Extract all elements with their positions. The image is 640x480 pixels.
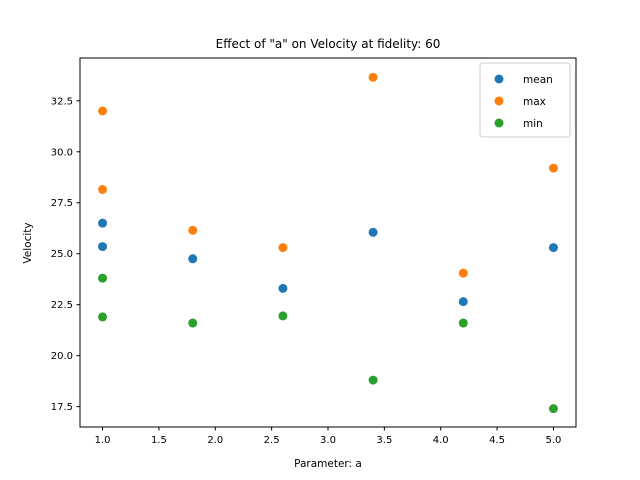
point-mean [98, 242, 108, 252]
point-min [458, 318, 468, 328]
y-tick-label: 25.0 [51, 249, 73, 260]
x-tick-label: 1.0 [95, 435, 111, 446]
y-tick-label: 30.0 [51, 147, 73, 158]
y-tick-label: 17.5 [51, 402, 73, 413]
x-tick-label: 2.0 [207, 435, 223, 446]
chart-title: Effect of "a" on Velocity at fidelity: 6… [216, 37, 441, 51]
point-min [368, 375, 378, 385]
legend-label-min: min [523, 118, 543, 130]
legend-marker-mean [494, 74, 504, 84]
point-min [98, 273, 108, 283]
legend-marker-max [494, 96, 504, 106]
plot-frame [79, 57, 577, 428]
y-tick-label: 22.5 [51, 300, 73, 311]
point-min [188, 318, 198, 328]
x-tick-label: 3.0 [320, 435, 336, 446]
y-tick-label: 20.0 [51, 351, 73, 362]
point-max [278, 243, 288, 253]
x-tick-label: 4.5 [489, 435, 505, 446]
point-mean [458, 297, 468, 307]
point-mean [278, 283, 288, 293]
point-min [278, 311, 288, 321]
point-max [548, 163, 558, 173]
point-max [188, 225, 198, 235]
point-max [368, 72, 378, 82]
point-mean [98, 218, 108, 228]
y-tick-label: 27.5 [51, 198, 73, 209]
x-tick-label: 1.5 [151, 435, 167, 446]
y-axis-ticks: 17.5 20.0 22.5 25.0 27.5 30.0 32.5 [51, 96, 80, 413]
point-mean [368, 227, 378, 237]
point-min [548, 404, 558, 414]
y-tick-label: 32.5 [51, 96, 73, 107]
x-tick-label: 4.0 [433, 435, 449, 446]
x-tick-label: 5.0 [546, 435, 562, 446]
legend-label-mean: mean [523, 74, 553, 86]
x-axis-ticks: 1.0 1.5 2.0 2.5 3.0 3.5 4.0 4.5 5.0 [95, 427, 562, 446]
legend-label-max: max [523, 96, 546, 108]
data-points [98, 72, 558, 414]
x-tick-label: 2.5 [264, 435, 280, 446]
legend-marker-min [494, 118, 504, 128]
x-tick-label: 3.5 [376, 435, 392, 446]
point-max [458, 268, 468, 278]
point-min [98, 312, 108, 322]
point-mean [188, 254, 198, 264]
legend: mean max min [479, 62, 571, 138]
x-axis-label: Parameter: a [294, 458, 362, 470]
point-max [98, 184, 108, 194]
point-max [98, 106, 108, 116]
point-mean [548, 243, 558, 253]
y-axis-label: Velocity [22, 222, 34, 263]
